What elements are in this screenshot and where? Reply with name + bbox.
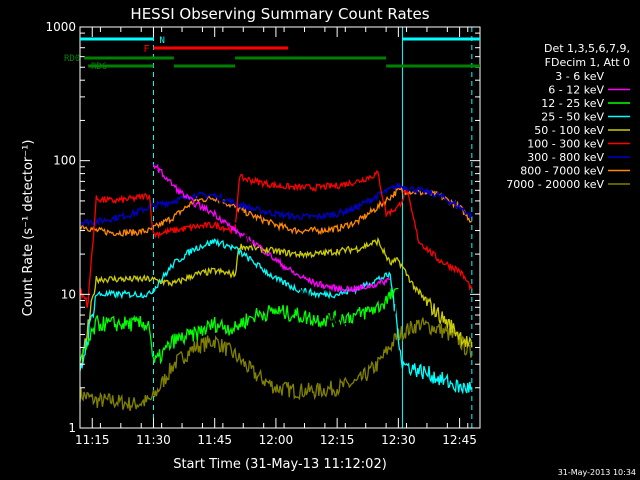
legend-entry-0: 3 - 6 keV xyxy=(555,70,604,83)
y-axis: 1 10 100 1000 xyxy=(45,20,480,435)
x-axis: 11:15 11:30 11:45 12:00 12:15 12:30 12:45 xyxy=(75,27,477,447)
x-tick-label-0: 11:15 xyxy=(75,433,110,447)
x-tick-label-3: 12:00 xyxy=(259,433,294,447)
x-tick-label-1: 11:30 xyxy=(136,433,171,447)
chart-title: HESSI Observing Summary Count Rates xyxy=(130,5,429,23)
series-line-1 xyxy=(152,163,391,293)
x-tick-label-6: 12:45 xyxy=(442,433,477,447)
y-tick-label-1: 10 xyxy=(61,287,76,301)
legend-entry-2: 12 - 25 keV xyxy=(541,97,604,110)
flag-label-rd6: RD6 xyxy=(91,62,107,72)
x-axis-label: Start Time (31-May-13 11:12:02) xyxy=(173,457,387,472)
series-line-3 xyxy=(79,237,473,395)
plot-area xyxy=(79,27,473,428)
series-line-8 xyxy=(79,317,473,412)
x-tick-label-2: 11:45 xyxy=(197,433,232,447)
legend-header-1: Det 1,3,5,6,7,9, xyxy=(544,42,630,55)
y-axis-label: Count Rate (s⁻¹ detector⁻¹) xyxy=(21,140,36,317)
series-line-5 xyxy=(79,169,473,308)
y-tick-label-3: 1000 xyxy=(45,20,76,34)
legend-entry-5: 100 - 300 keV xyxy=(527,138,604,151)
series-line-4 xyxy=(79,236,473,369)
flag-label-n: N xyxy=(159,36,164,46)
series-line-2 xyxy=(79,287,399,365)
legend-entry-1: 6 - 12 keV xyxy=(548,84,604,97)
y-tick-label-2: 100 xyxy=(53,154,76,168)
flag-bars: NF RD0 RD6 xyxy=(64,36,480,72)
x-tick-label-4: 12:15 xyxy=(320,433,355,447)
series-line-6 xyxy=(79,182,473,227)
legend-entry-4: 50 - 100 keV xyxy=(534,124,604,137)
plot-frame xyxy=(79,26,481,429)
x-tick-label-5: 12:30 xyxy=(381,433,416,447)
flag-label-rd0: RD0 xyxy=(64,54,80,64)
legend-entry-6: 300 - 800 keV xyxy=(527,151,604,164)
timestamp: 31-May-2013 10:34 xyxy=(558,468,636,477)
legend: Det 1,3,5,6,7,9, FDecim 1, Att 0 3 - 6 k… xyxy=(506,42,630,191)
legend-entry-7: 800 - 7000 keV xyxy=(520,165,604,178)
series-line-7 xyxy=(79,186,472,237)
legend-entry-8: 7000 - 20000 keV xyxy=(506,178,604,191)
flag-label-f: F xyxy=(143,44,149,55)
y-tick-label-0: 1 xyxy=(68,421,76,435)
legend-entry-3: 25 - 50 keV xyxy=(541,111,604,124)
legend-header-2: FDecim 1, Att 0 xyxy=(545,56,630,69)
series-line-0 xyxy=(152,119,399,340)
